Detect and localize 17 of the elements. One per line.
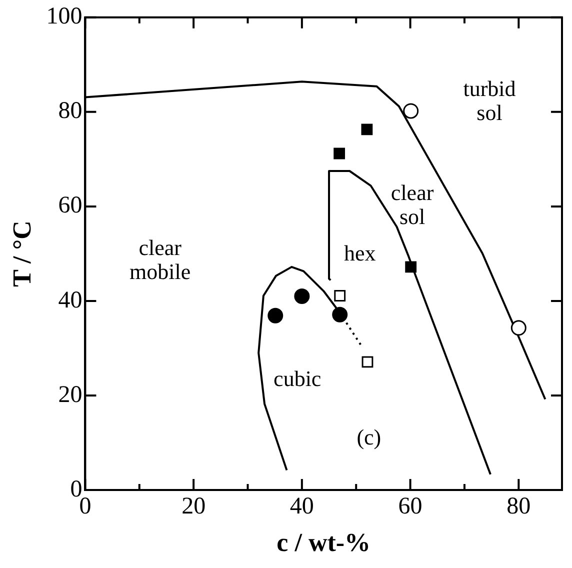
y-tick-label: 100 <box>46 4 82 30</box>
annotation: cubic <box>274 366 322 392</box>
x-tick-label: 40 <box>290 494 314 520</box>
annotation: hex <box>344 240 376 266</box>
x-tick-label: 60 <box>398 494 422 520</box>
x-tick-label: 20 <box>182 494 206 520</box>
y-tick-label: 20 <box>58 382 82 408</box>
y-tick-label: 80 <box>58 98 82 124</box>
y-tick-label: 60 <box>58 192 82 219</box>
x-tick-label: 80 <box>506 494 531 520</box>
y-tick-label: 40 <box>58 287 82 314</box>
annotation: (c) <box>356 424 382 450</box>
annotation: clear mobile <box>130 235 191 284</box>
annotation: turbid sol <box>463 76 516 126</box>
y-axis-title: T / °C <box>7 220 36 287</box>
x-axis-title: c / wt-% <box>276 528 371 558</box>
annotation: clear sol <box>390 180 434 230</box>
